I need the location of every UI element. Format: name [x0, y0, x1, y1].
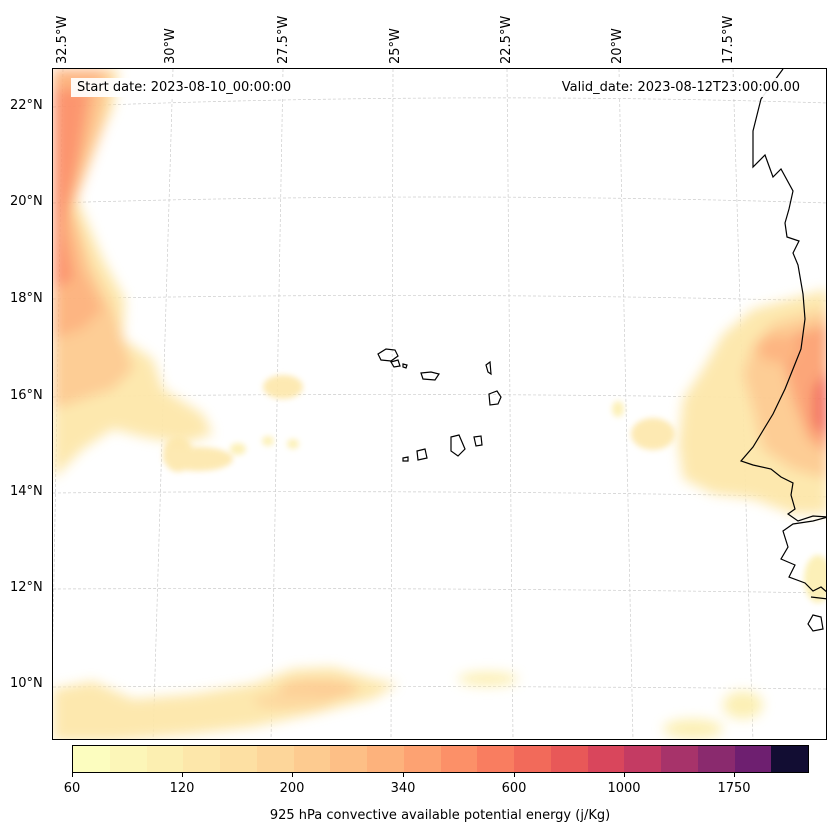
colorbar-tick — [734, 773, 735, 777]
colorbar-segment — [367, 746, 404, 772]
cape-field-south — [53, 667, 763, 739]
colorbar-segment — [146, 746, 184, 772]
colorbar-label-340: 340 — [390, 781, 416, 796]
colorbar-tick — [292, 773, 293, 777]
colorbar-label-200: 200 — [279, 781, 305, 796]
colorbar-label-1750: 1750 — [717, 781, 751, 796]
colorbar-segment — [440, 746, 478, 772]
lat-label-14n: 14°N — [10, 484, 43, 499]
cape-field-west — [53, 69, 303, 479]
colorbar-segment — [661, 746, 698, 772]
lat-label-20n: 20°N — [10, 194, 43, 209]
colorbar-segment — [330, 746, 367, 772]
colorbar-tick — [403, 773, 404, 777]
lat-label-10n: 10°N — [10, 676, 43, 691]
colorbar-segment — [256, 746, 294, 772]
colorbar-label-600: 600 — [501, 781, 527, 796]
colorbar-segment — [183, 746, 220, 772]
colorbar-segment — [403, 746, 441, 772]
colorbar-segment — [697, 746, 735, 772]
colorbar-segment — [220, 746, 257, 772]
lon-label-30w: 30°W — [163, 28, 178, 64]
lat-label-16n: 16°N — [10, 388, 43, 403]
lat-label-18n: 18°N — [10, 291, 43, 306]
colorbar-segment — [109, 746, 147, 772]
colorbar — [72, 745, 809, 773]
colorbar-tick — [182, 773, 183, 777]
lon-label-27.5w: 27.5°W — [276, 15, 291, 64]
colorbar-segment — [550, 746, 588, 772]
coastline-africa — [739, 69, 826, 522]
coastline-guinea — [780, 516, 826, 632]
colorbar-segment — [73, 746, 110, 772]
colorbar-tick — [624, 773, 625, 777]
colorbar-segment — [587, 746, 625, 772]
colorbar-label-1000: 1000 — [607, 781, 641, 796]
lon-label-25w: 25°W — [388, 28, 403, 64]
lon-label-32.5w: 32.5°W — [55, 15, 70, 64]
start-date-label: Start date: 2023-08-10_00:00:00 — [71, 78, 298, 97]
colorbar-segment — [514, 746, 551, 772]
colorbar-tick — [72, 773, 73, 777]
lon-label-22.5w: 22.5°W — [499, 15, 514, 64]
lon-label-20w: 20°W — [610, 28, 625, 64]
cape-field-east — [612, 289, 826, 603]
colorbar-segment — [624, 746, 661, 772]
colorbar-title: 925 hPa convective available potential e… — [269, 808, 611, 823]
lon-label-17.5w: 17.5°W — [721, 15, 736, 64]
colorbar-segment — [477, 746, 514, 772]
map-panel: Start date: 2023-08-10_00:00:00 Valid_da… — [52, 68, 827, 740]
valid-date-label: Valid_date: 2023-08-12T23:00:00.00 — [555, 78, 806, 97]
colorbar-segment — [293, 746, 331, 772]
colorbar-segment — [771, 746, 808, 772]
lat-label-22n: 22°N — [10, 98, 43, 113]
colorbar-label-60: 60 — [63, 781, 81, 796]
colorbar-segment — [734, 746, 772, 772]
colorbar-tick — [514, 773, 515, 777]
cape-verde-islands — [377, 348, 502, 462]
lat-label-12n: 12°N — [10, 580, 43, 595]
map-canvas — [53, 69, 826, 739]
colorbar-label-120: 120 — [169, 781, 195, 796]
